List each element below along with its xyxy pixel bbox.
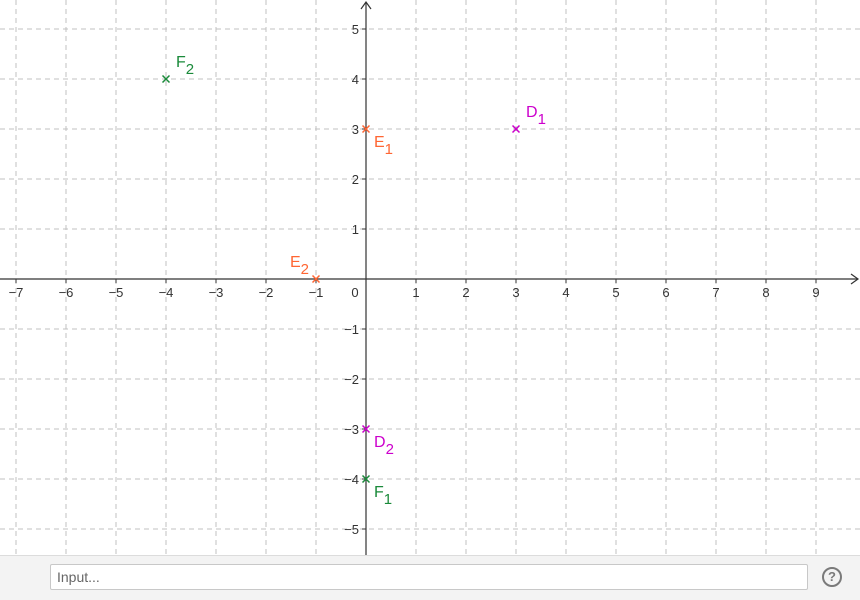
x-tick-label: 4	[562, 285, 569, 300]
point-e2[interactable]: E2	[290, 254, 321, 284]
point-label: F2	[176, 54, 194, 78]
x-tick-label: 3	[512, 285, 519, 300]
y-axis-arrow	[360, 0, 372, 10]
x-tick-label: −6	[59, 285, 74, 300]
y-tick-label: 3	[352, 122, 359, 137]
point-label: D1	[526, 104, 546, 128]
x-tick-label: 5	[612, 285, 619, 300]
algebra-input-field[interactable]	[50, 564, 808, 590]
coordinate-plane[interactable]: −7 −6 −5 −4 −3 −2 −1 0 1 2 3 4 5 6 7 8 9 −5 −4 −3 −2 −1 1 2 3 4 5 D…	[0, 0, 860, 555]
y-tick-label: 4	[352, 72, 359, 87]
point-f1[interactable]: F1	[361, 474, 393, 509]
point-label: D2	[374, 434, 394, 458]
point-marker[interactable]	[361, 474, 371, 484]
y-tick-label: −3	[344, 422, 359, 437]
point-f2[interactable]: F2	[161, 54, 195, 84]
y-tick-label: −1	[344, 322, 359, 337]
point-d2[interactable]: D2	[361, 424, 394, 459]
point-marker[interactable]	[511, 124, 521, 134]
point-marker[interactable]	[361, 424, 371, 434]
x-tick-label: 9	[812, 285, 819, 300]
y-tick-label: −2	[344, 372, 359, 387]
graphics-view[interactable]: −7 −6 −5 −4 −3 −2 −1 0 1 2 3 4 5 6 7 8 9 −5 −4 −3 −2 −1 1 2 3 4 5 D…	[0, 0, 860, 555]
y-tick-label: −5	[344, 522, 359, 537]
x-tick-label: 2	[462, 285, 469, 300]
help-icon[interactable]: ?	[822, 567, 842, 587]
point-e1[interactable]: E1	[361, 124, 394, 159]
x-tick-label: −1	[309, 285, 324, 300]
x-tick-label: −4	[159, 285, 174, 300]
x-tick-label: −2	[259, 285, 274, 300]
x-tick-label: −5	[109, 285, 124, 300]
x-axis-arrow	[850, 273, 860, 285]
x-tick-label: 7	[712, 285, 719, 300]
y-tick-label: 2	[352, 172, 359, 187]
point-marker[interactable]	[311, 274, 321, 284]
y-tick-label: −4	[344, 472, 359, 487]
point-d1[interactable]: D1	[511, 104, 546, 134]
x-tick-label: 6	[662, 285, 669, 300]
point-label: F1	[374, 484, 392, 508]
x-tick-label: 8	[762, 285, 769, 300]
y-tick-label: 5	[352, 22, 359, 37]
x-tick-label: −3	[209, 285, 224, 300]
input-bar: ?	[0, 555, 860, 600]
point-label: E1	[374, 134, 393, 158]
point-marker[interactable]	[361, 124, 371, 134]
point-label: E2	[290, 254, 309, 278]
x-tick-label: −7	[9, 285, 24, 300]
x-tick-label: 1	[412, 285, 419, 300]
y-tick-label: 1	[352, 222, 359, 237]
point-marker[interactable]	[161, 74, 171, 84]
x-tick-label: 0	[351, 285, 358, 300]
